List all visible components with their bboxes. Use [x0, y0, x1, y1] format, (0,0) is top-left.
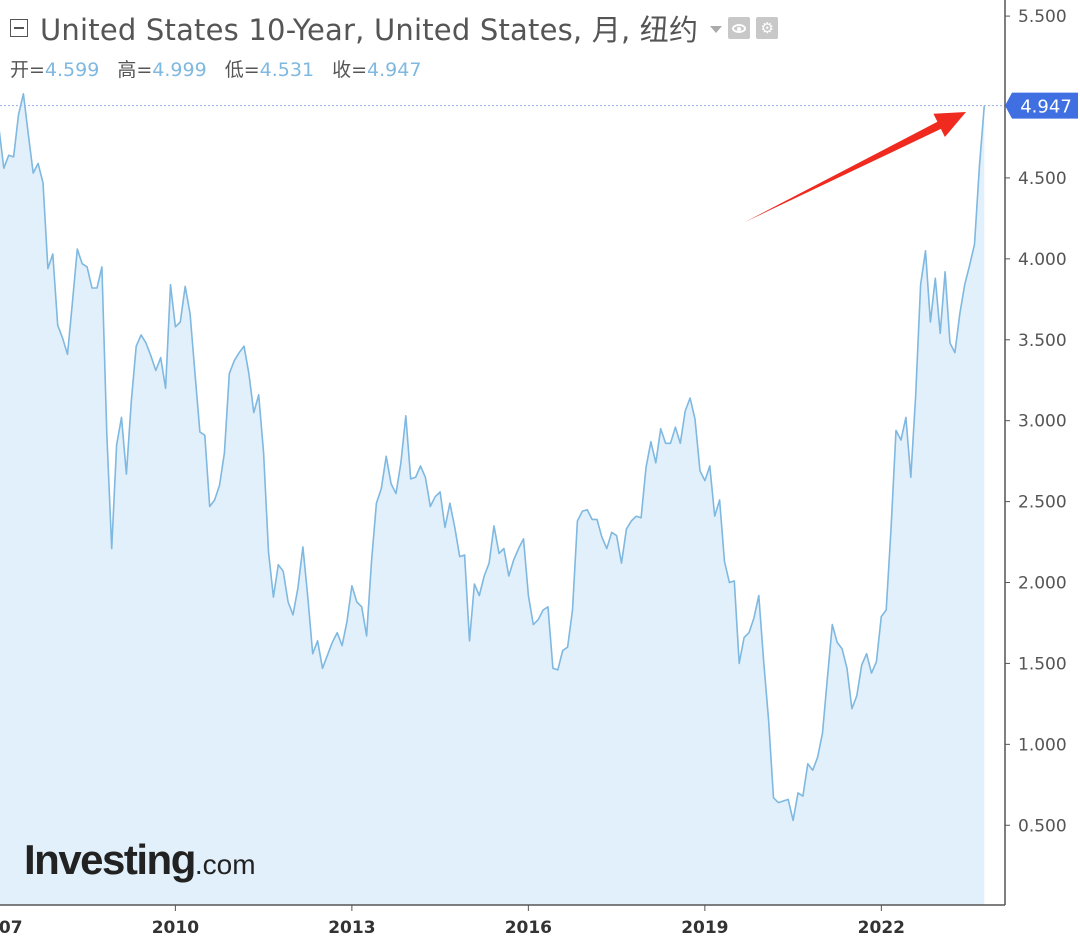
- open-value: 4.599: [44, 59, 100, 81]
- open-label: 开=: [10, 59, 45, 81]
- last-value-tag-label: 4.947: [1020, 97, 1072, 118]
- last-value-tag-bg: [1005, 92, 1078, 119]
- low-label: 低=: [224, 59, 260, 81]
- chart-header: United States 10-Year, United States, 月,…: [10, 8, 779, 48]
- y-tick-label-1: 1.000: [1018, 735, 1067, 755]
- logo-suffix: .com: [194, 849, 256, 880]
- y-tick-label-3: 2.000: [1018, 574, 1067, 594]
- chevron-down-icon[interactable]: [710, 26, 723, 33]
- collapse-icon[interactable]: [10, 19, 28, 37]
- y-tick-label-2: 1.500: [1018, 654, 1067, 674]
- x-tick-label-1: 2010: [152, 918, 199, 938]
- high-label: 高=: [117, 59, 153, 81]
- red-arrow-annotation: [745, 112, 966, 222]
- x-tick-label-4: 2019: [681, 918, 728, 938]
- x-tick-label-2: 2013: [328, 918, 375, 938]
- y-tick-label-6: 3.500: [1018, 331, 1067, 351]
- close-label: 收=: [332, 59, 368, 81]
- series-line: [0, 93, 986, 822]
- y-tick-label-9: 5.500: [1018, 7, 1067, 27]
- gear-icon[interactable]: ⚙: [756, 17, 779, 39]
- high-value: 4.999: [152, 59, 207, 81]
- x-tick-label-3: 2016: [505, 918, 552, 938]
- eye-icon[interactable]: [728, 17, 751, 39]
- x-tick-label-0: 2007: [0, 918, 23, 938]
- chart-title: United States 10-Year, United States, 月,…: [40, 13, 699, 47]
- ohlc-readout: 开=4.599 高=4.999 低=4.531 收=4.947: [10, 55, 433, 82]
- y-tick-label-0: 0.500: [1018, 816, 1067, 836]
- y-tick-label-8: 4.500: [1018, 169, 1067, 189]
- x-tick-label-5: 2022: [858, 918, 905, 938]
- y-tick-label-7: 4.000: [1018, 250, 1067, 270]
- y-tick-label-5: 3.000: [1018, 412, 1067, 432]
- low-value: 4.531: [259, 59, 315, 81]
- y-tick-label-4: 2.500: [1018, 493, 1067, 513]
- logo-main: Investing: [24, 836, 196, 883]
- close-value: 4.947: [367, 59, 422, 81]
- investing-logo: Investing.com: [24, 836, 256, 884]
- area-fill: [0, 93, 985, 905]
- last-value-tag: 4.947: [1005, 92, 1078, 119]
